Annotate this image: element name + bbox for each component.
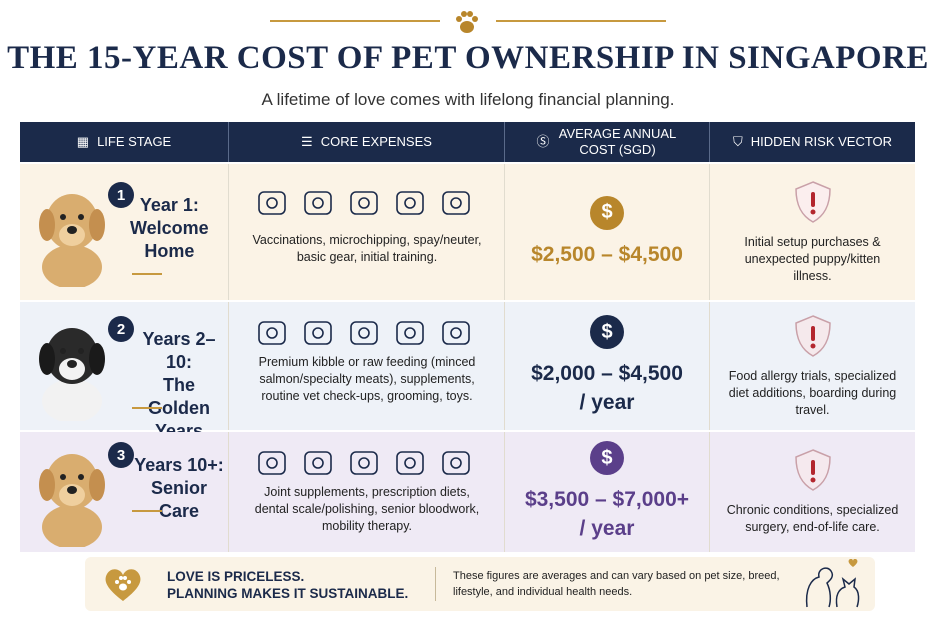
risk-icon: [794, 180, 831, 223]
tagline: LOVE IS PRICELESS.: [167, 569, 305, 584]
stage-underline: [132, 510, 162, 512]
table-row: 3 Years 10+: Senior Care Joint supplements,…: [20, 432, 915, 552]
stage-line: The Golden: [148, 375, 210, 418]
expense-icons: [258, 451, 470, 475]
cost-cell: $ $2,500 – $4,500: [505, 164, 710, 300]
stage-label: Years 2–10: The Golden Years: [130, 328, 228, 443]
note: These figures are averages and can vary …: [453, 570, 780, 598]
stage-line: Years 10+:: [134, 455, 224, 475]
risk-cell: Chronic conditions, specialized surgery,…: [710, 432, 915, 552]
stage-label: Year 1: Welcome Home: [130, 194, 209, 263]
stage-cell: 2 Years 2–10: The Golden Years: [20, 302, 229, 441]
stage-number: 2: [108, 316, 134, 342]
rule: [496, 20, 666, 22]
cost-cell: $ $3,500 – $7,000+ / year: [505, 432, 710, 552]
tagline: PLANNING MAKES IT SUSTAINABLE.: [167, 586, 409, 601]
stage-cell: 3 Years 10+: Senior Care: [20, 432, 229, 552]
expenses-text: Joint supplements, prescription diets, d…: [254, 485, 480, 533]
footer: LOVE IS PRICELESS. PLANNING MAKES IT SUS…: [85, 557, 875, 611]
header-text: CORE EXPENSES: [320, 134, 432, 150]
stage-line: Years 2–10:: [142, 329, 216, 372]
heart-icon: [105, 569, 141, 601]
cost-wrap: $ $2,500 – $4,500: [531, 195, 683, 269]
header-text: LIFE STAGE: [97, 134, 172, 150]
cost-cell: $ $2,000 – $4,500 / year: [505, 302, 710, 430]
risk-cell: Food allergy trials, specialized diet ad…: [710, 302, 915, 430]
rule: [270, 20, 440, 22]
pet-photo: [39, 194, 105, 287]
expenses-cell: Joint supplements, prescription diets, d…: [229, 432, 505, 552]
table-row: 2 Years 2–10: The Golden Years Premium kibbl…: [20, 302, 915, 441]
risk-cell: Initial setup purchases & unexpected pup…: [710, 164, 915, 300]
stage-line: Senior Care: [150, 478, 207, 521]
subtitle: A lifetime of love comes with lifelong f…: [261, 90, 675, 109]
expense-icons: [258, 321, 470, 345]
risk-text: Food allergy trials, specialized diet ad…: [728, 368, 897, 417]
cost-value: $2,500 – $4,500: [531, 242, 683, 266]
cost-value: / year: [579, 391, 635, 414]
title: THE 15-YEAR COST OF PET OWNERSHIP IN SIN…: [7, 40, 929, 76]
header-cell: ⛉ HIDDEN RISK VECTOR: [710, 122, 915, 162]
coin-icon: $: [590, 195, 624, 230]
cost-value: / year: [579, 517, 635, 540]
cost-value: $2,000 – $4,500: [531, 362, 683, 385]
risk-wrap: Chronic conditions, specialized surgery,…: [710, 448, 915, 536]
stage-label: Years 10+: Senior Care: [130, 454, 228, 523]
risk-text: Chronic conditions, specialized surgery,…: [726, 503, 899, 534]
stage-number: 3: [108, 442, 134, 468]
stage-line: Welcome: [130, 218, 209, 238]
pets-icon: [805, 559, 860, 608]
risk-icon: [794, 314, 831, 357]
stage-cell: 1 Year 1: Welcome Home: [20, 164, 229, 300]
expenses-cell: Premium kibble or raw feeding (minced sa…: [229, 302, 505, 430]
paw-icon: [456, 11, 478, 33]
risk-text: Initial setup purchases & unexpected pup…: [744, 234, 881, 283]
risk-icon: [794, 449, 831, 491]
cost-wrap: $ $2,000 – $4,500 / year: [531, 315, 683, 417]
cost-wrap: $ $3,500 – $7,000+ / year: [525, 441, 689, 543]
expenses-text: Vaccinations, microchipping, spay/neuter…: [252, 233, 482, 264]
risk-wrap: Food allergy trials, specialized diet ad…: [710, 314, 915, 419]
expenses-cell: Vaccinations, microchipping, spay/neuter…: [229, 164, 505, 300]
header-cell: ▦ LIFE STAGE: [20, 122, 229, 162]
coin-icon: $: [589, 441, 624, 475]
expense-icons: [258, 191, 470, 215]
stage-line: Year 1:: [139, 195, 199, 215]
header-cell: ☰ CORE EXPENSES: [229, 122, 505, 162]
pet-photo: [39, 328, 105, 421]
table-row: 1 Year 1: Welcome Home Vaccinations, microch…: [20, 164, 915, 300]
stage-line: Home: [144, 241, 195, 261]
stage-number: 1: [108, 182, 134, 208]
header-cell: Ⓢ AVERAGE ANNUAL COST (SGD): [505, 122, 710, 162]
risk-wrap: Initial setup purchases & unexpected pup…: [710, 180, 915, 285]
stage-underline: [132, 273, 162, 275]
header-text: HIDDEN RISK VECTOR: [750, 134, 893, 150]
header-text: AVERAGE ANNUAL COST (SGD): [558, 126, 677, 157]
expenses-text: Premium kibble or raw feeding (minced sa…: [258, 355, 476, 403]
coin-icon: $: [590, 315, 624, 349]
pet-photo: [39, 454, 105, 547]
stage-underline: [132, 407, 162, 409]
cost-value: $3,500 – $7,000+: [524, 488, 690, 511]
